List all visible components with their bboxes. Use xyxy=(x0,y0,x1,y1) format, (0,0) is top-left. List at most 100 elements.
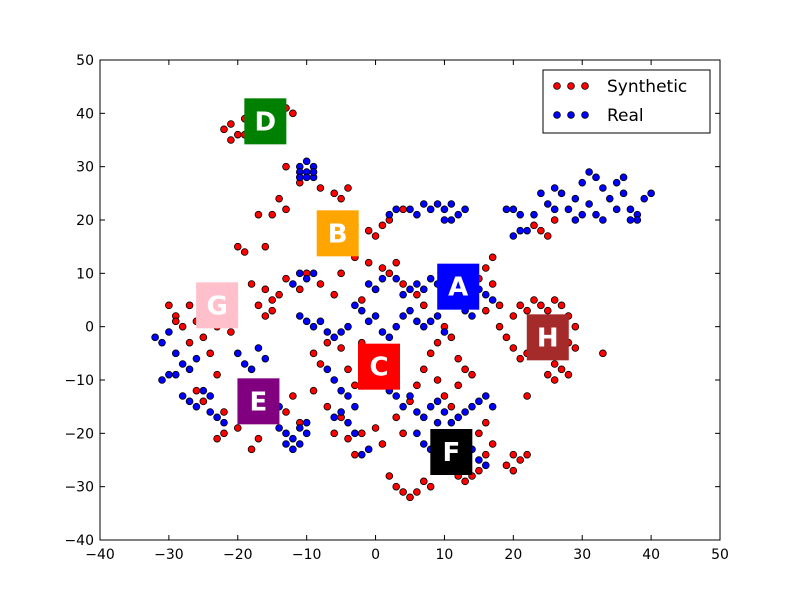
point-synthetic-55 xyxy=(261,312,270,320)
point-synthetic-26 xyxy=(240,248,249,256)
point-synthetic-103 xyxy=(399,429,407,438)
point-real-63 xyxy=(392,274,401,283)
point-synthetic-18 xyxy=(344,184,352,192)
point-real-45 xyxy=(585,200,593,208)
x-tick-label: 40 xyxy=(642,547,660,563)
point-synthetic-149 xyxy=(530,296,538,304)
point-synthetic-129 xyxy=(461,477,469,486)
point-real-161 xyxy=(461,408,469,416)
y-tick-label: 0 xyxy=(85,320,94,336)
point-synthetic-44 xyxy=(413,290,421,299)
cluster-label-g: G xyxy=(196,282,239,329)
point-real-121 xyxy=(323,328,332,336)
point-real-165 xyxy=(488,402,497,411)
point-real-137 xyxy=(433,312,442,320)
point-real-31 xyxy=(557,189,566,198)
point-real-143 xyxy=(351,402,359,411)
cluster-label-a: A xyxy=(437,263,480,310)
point-real-123 xyxy=(337,328,345,336)
y-tick-label: 20 xyxy=(76,213,94,229)
point-synthetic-35 xyxy=(316,280,325,288)
point-synthetic-124 xyxy=(426,482,435,491)
point-real-59 xyxy=(289,280,297,288)
point-real-85 xyxy=(165,370,173,379)
point-real-51 xyxy=(530,210,538,219)
legend-marker-real xyxy=(581,111,589,119)
point-synthetic-65 xyxy=(227,328,235,336)
point-real-46 xyxy=(592,210,600,219)
point-real-149 xyxy=(364,445,373,454)
point-synthetic-107 xyxy=(426,349,435,358)
cluster-label-b: B xyxy=(316,210,359,257)
point-real-15 xyxy=(433,200,442,208)
legend: Synthetic Real xyxy=(542,69,711,134)
point-real-19 xyxy=(461,205,469,214)
point-real-3 xyxy=(302,173,311,182)
point-synthetic-151 xyxy=(543,306,552,315)
point-real-40 xyxy=(619,189,628,198)
cluster-text-h: H xyxy=(537,323,559,353)
point-synthetic-159 xyxy=(543,370,552,379)
point-real-98 xyxy=(233,349,242,358)
point-real-133 xyxy=(406,306,414,315)
point-synthetic-139 xyxy=(481,264,490,272)
cluster-text-d: D xyxy=(255,107,277,137)
point-real-48 xyxy=(571,216,580,224)
point-real-10 xyxy=(392,205,401,214)
point-real-55 xyxy=(633,216,642,224)
point-real-154 xyxy=(413,408,421,416)
point-real-97 xyxy=(178,392,187,400)
point-synthetic-97 xyxy=(344,434,352,443)
point-real-52 xyxy=(612,178,621,187)
point-real-178 xyxy=(433,418,442,427)
point-real-111 xyxy=(302,429,311,438)
point-real-159 xyxy=(447,418,456,427)
point-real-109 xyxy=(289,434,297,443)
point-synthetic-66 xyxy=(199,333,208,342)
point-synthetic-141 xyxy=(481,306,490,315)
point-real-87 xyxy=(171,370,180,379)
point-synthetic-173 xyxy=(509,466,518,475)
cluster-box-b xyxy=(316,210,359,257)
point-real-125 xyxy=(351,301,359,310)
point-real-131 xyxy=(392,322,401,331)
point-real-124 xyxy=(344,322,352,331)
point-real-117 xyxy=(295,312,304,320)
point-synthetic-134 xyxy=(475,429,483,438)
point-real-84 xyxy=(178,360,187,368)
point-synthetic-41 xyxy=(385,269,394,278)
point-synthetic-170 xyxy=(516,456,525,464)
point-real-148 xyxy=(357,450,366,459)
point-synthetic-45 xyxy=(419,301,428,310)
point-synthetic-165 xyxy=(523,306,531,315)
point-real-151 xyxy=(392,392,401,400)
point-synthetic-110 xyxy=(447,333,456,342)
legend-entry-synthetic: Synthetic xyxy=(553,77,687,97)
point-real-122 xyxy=(330,333,339,342)
point-synthetic-114 xyxy=(440,392,449,400)
point-real-20 xyxy=(440,216,449,224)
cluster-text-e: E xyxy=(250,387,268,417)
point-real-24 xyxy=(516,210,525,219)
point-real-54 xyxy=(626,216,635,224)
point-real-158 xyxy=(440,408,449,416)
point-synthetic-77 xyxy=(254,434,263,443)
point-real-130 xyxy=(385,333,394,342)
point-real-175 xyxy=(481,461,490,470)
point-synthetic-36 xyxy=(330,290,339,299)
point-real-67 xyxy=(419,285,428,294)
point-real-7 xyxy=(309,168,318,176)
point-synthetic-112 xyxy=(461,365,469,374)
point-real-89 xyxy=(192,354,201,363)
point-real-96 xyxy=(206,408,215,416)
point-real-30 xyxy=(550,205,559,214)
point-synthetic-169 xyxy=(509,450,518,459)
point-synthetic-25 xyxy=(233,242,242,251)
point-real-60 xyxy=(364,280,373,288)
point-synthetic-152 xyxy=(550,296,559,304)
point-synthetic-60 xyxy=(185,301,194,310)
point-real-44 xyxy=(647,189,655,198)
point-synthetic-81 xyxy=(289,392,297,400)
point-real-152 xyxy=(399,402,407,411)
point-synthetic-119 xyxy=(392,482,401,491)
